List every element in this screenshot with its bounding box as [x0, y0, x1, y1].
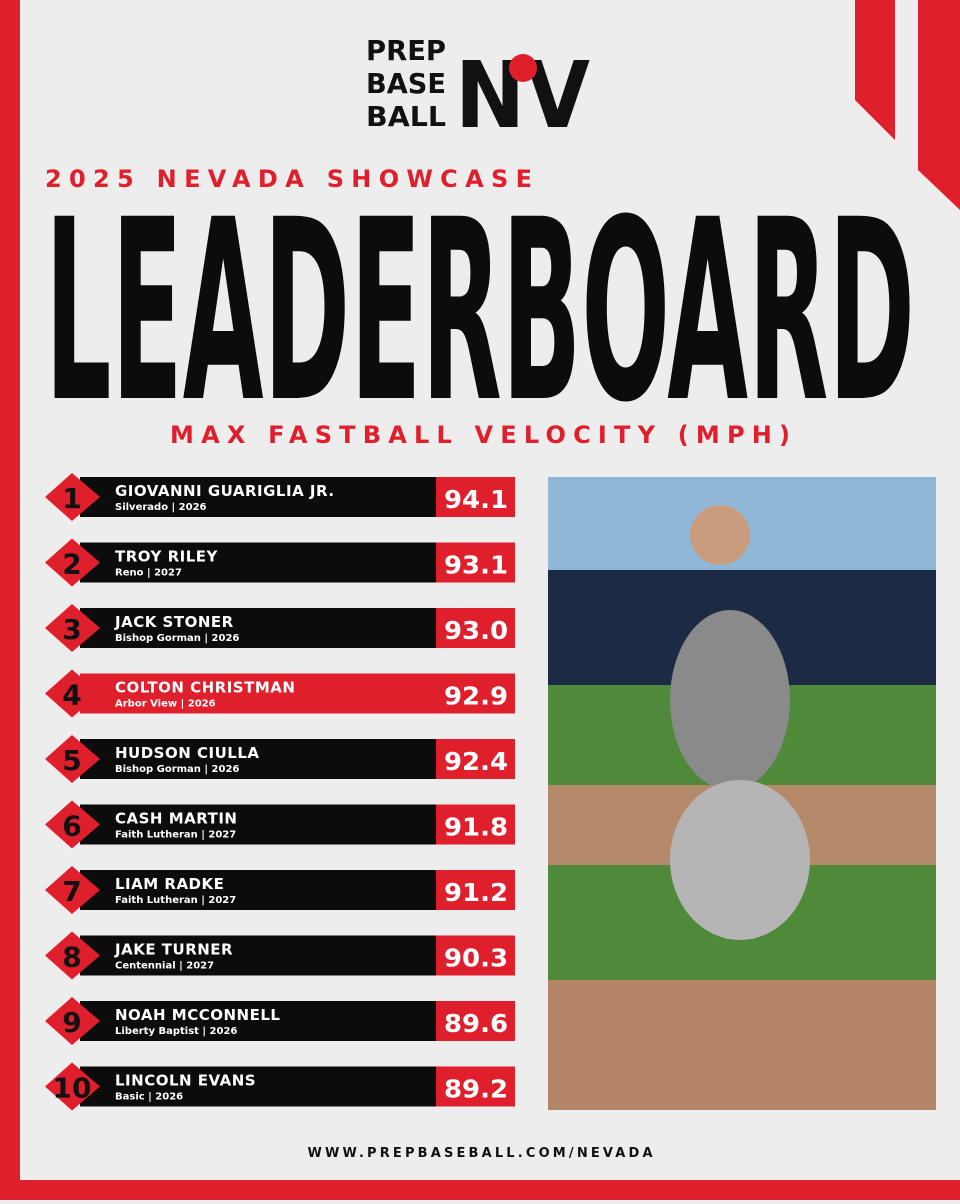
photo-player	[670, 780, 810, 940]
player-detail: Faith Lutheran | 2027	[115, 895, 236, 906]
logo-ball	[509, 54, 537, 82]
photo-player	[670, 610, 790, 790]
value-box	[436, 1066, 515, 1107]
velocity: 93.1	[444, 551, 508, 580]
logo: PREP BASE BALL NV	[366, 34, 590, 149]
velocity: 89.6	[444, 1009, 508, 1038]
velocity: 92.9	[444, 682, 508, 711]
value-box	[436, 477, 515, 517]
player-detail: Bishop Gorman | 2026	[115, 764, 239, 775]
player-name: LIAM RADKE	[115, 875, 224, 893]
value-box	[436, 804, 515, 845]
rank: 10	[53, 1072, 92, 1105]
name-bar	[80, 608, 436, 648]
player-name: GIOVANNI GUARIGLIA JR.	[115, 482, 335, 500]
rank-diamond	[45, 538, 100, 587]
name-bar	[80, 1001, 436, 1041]
player-name: JACK STONER	[114, 613, 234, 631]
rank: 2	[62, 548, 81, 581]
rank-diamond	[45, 473, 100, 521]
velocity: 89.2	[444, 1075, 508, 1104]
leaderboard: 1 GIOVANNI GUARIGLIA JR. Silverado | 2026 9…	[45, 473, 515, 1111]
player-name: CASH MARTIN	[115, 810, 237, 828]
value-box	[436, 542, 515, 583]
rank-diamond	[45, 997, 100, 1045]
rank-diamond	[45, 604, 100, 652]
name-bar	[80, 935, 436, 976]
player-detail: Bishop Gorman | 2026	[115, 633, 239, 644]
player-detail: Silverado | 2026	[115, 502, 207, 513]
player-detail: Reno | 2027	[115, 568, 182, 579]
name-bar	[80, 804, 436, 845]
name-bar	[80, 673, 436, 714]
left-stripe	[0, 0, 20, 1200]
value-box	[436, 673, 515, 714]
value-box	[436, 608, 515, 648]
rank-diamond	[45, 1062, 100, 1111]
player-name: TROY RILEY	[115, 548, 219, 566]
player-name: JAKE TURNER	[114, 941, 233, 959]
name-bar	[80, 870, 436, 910]
name-bar	[80, 739, 436, 779]
player-detail: Centennial | 2027	[115, 961, 214, 972]
main-title: LEADERBOARD	[45, 166, 915, 457]
rank: 8	[62, 941, 81, 974]
rank-diamond	[45, 931, 100, 980]
rank: 6	[62, 810, 81, 843]
photo	[548, 477, 936, 1110]
metric-title: MAX FASTBALL VELOCITY (MPH)	[170, 421, 790, 449]
bottom-stripe	[0, 1180, 960, 1200]
rank: 9	[62, 1006, 81, 1039]
photo-player	[690, 505, 750, 565]
rank: 3	[62, 613, 81, 646]
event-title: 2025 NEVADA SHOWCASE	[45, 165, 532, 193]
velocity: 91.8	[444, 813, 508, 842]
velocity: 94.1	[444, 485, 508, 514]
logo-text: BALL	[366, 100, 446, 133]
player-name: LINCOLN EVANS	[115, 1072, 256, 1090]
velocity: 90.3	[444, 944, 508, 973]
player-detail: Faith Lutheran | 2027	[115, 830, 236, 841]
player-name: HUDSON CIULLA	[115, 744, 260, 762]
velocity: 93.0	[444, 616, 508, 645]
player-detail: Arbor View | 2026	[115, 699, 216, 710]
value-box	[436, 935, 515, 976]
value-box	[436, 1001, 515, 1041]
player-name: NOAH MCCONNELL	[115, 1006, 280, 1024]
player-name: COLTON CHRISTMAN	[115, 679, 295, 697]
value-box	[436, 870, 515, 910]
name-bar	[80, 542, 436, 583]
rank: 4	[62, 679, 81, 712]
player-detail: Basic | 2026	[115, 1092, 183, 1103]
logo-text: PREP	[366, 34, 446, 67]
rank-diamond	[45, 800, 100, 849]
name-bar	[80, 477, 436, 517]
rank-diamond	[45, 735, 100, 783]
rank-diamond	[45, 866, 100, 914]
rank-diamond	[45, 669, 100, 718]
name-bar	[80, 1066, 436, 1107]
logo-text: BASE	[366, 67, 446, 100]
velocity: 92.4	[444, 747, 508, 776]
value-box	[436, 739, 515, 779]
rank: 5	[62, 744, 81, 777]
right-stripe	[855, 0, 895, 140]
velocity: 91.2	[444, 878, 508, 907]
photo-mound	[548, 980, 936, 1110]
rank: 7	[62, 875, 81, 908]
player-detail: Liberty Baptist | 2026	[115, 1026, 237, 1037]
rank: 1	[62, 482, 81, 515]
right-stripe	[918, 0, 960, 210]
